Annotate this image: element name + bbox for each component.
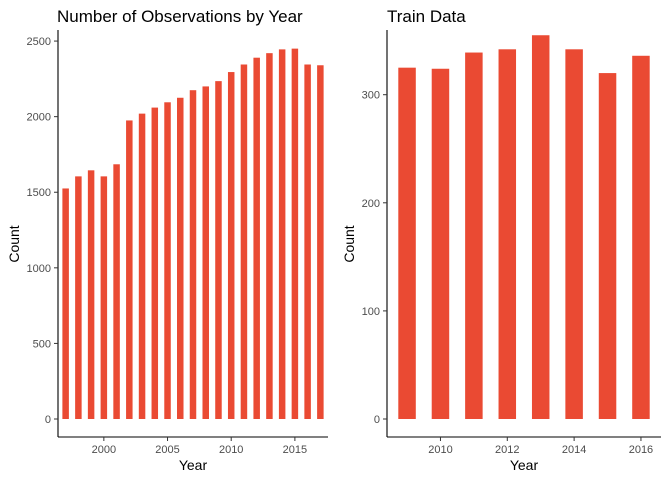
y-tick-label: 0 <box>374 414 380 426</box>
y-axis-label: Count <box>6 225 22 262</box>
bar-2009 <box>398 67 416 420</box>
y-tick-label: 0 <box>45 414 51 426</box>
bar-2015 <box>291 48 299 419</box>
bar-2000 <box>100 176 108 419</box>
x-tick-label: 2014 <box>562 444 586 456</box>
y-tick-label: 100 <box>362 306 380 318</box>
bar-2011 <box>240 64 248 419</box>
bar-2003 <box>138 113 146 419</box>
x-tick-label: 2000 <box>92 444 116 456</box>
bar-2014 <box>278 49 286 419</box>
bar-2017 <box>317 65 324 419</box>
chart-panel-train-data: Train Data Year Count 0 100 200 300 2010 2012… <box>341 7 661 473</box>
chart-panel-observations-by-year: Number of Observations by Year Year Coun… <box>6 7 328 473</box>
chart-title: Train Data <box>387 7 466 26</box>
bar-2001 <box>113 164 120 419</box>
bar-1998 <box>75 176 82 419</box>
y-tick-label: 1000 <box>27 263 51 275</box>
bar-2011 <box>465 52 483 419</box>
bar-2012 <box>498 49 517 420</box>
y-tick-label: 2000 <box>27 112 51 124</box>
y-axis-label: Count <box>341 225 357 262</box>
bar-1997 <box>62 188 69 419</box>
bar-2013 <box>531 35 550 420</box>
bar-2005 <box>164 102 171 419</box>
bar-2010 <box>227 72 235 419</box>
y-tick-label: 1500 <box>27 187 51 199</box>
bar-2016 <box>304 64 311 419</box>
x-tick-label: 2005 <box>155 444 179 456</box>
bar-2002 <box>126 120 133 419</box>
x-axis-label: Year <box>510 457 539 473</box>
bar-2010 <box>431 68 450 419</box>
x-tick-label: 2010 <box>219 444 243 456</box>
bar-2006 <box>177 97 184 419</box>
bar-2008 <box>202 86 209 420</box>
bar-2012 <box>253 57 260 419</box>
x-tick-label: 2015 <box>283 444 307 456</box>
bar-1999 <box>87 170 95 419</box>
y-tick-label: 2500 <box>27 36 51 48</box>
bar-2014 <box>565 49 583 420</box>
y-tick-label: 200 <box>362 198 380 210</box>
y-tick-label: 500 <box>33 338 51 350</box>
x-tick-label: 2016 <box>629 444 653 456</box>
bar-2007 <box>189 90 197 419</box>
bar-2015 <box>598 73 617 419</box>
bar-2009 <box>215 81 222 419</box>
y-tick-label: 300 <box>362 90 380 102</box>
x-tick-label: 2012 <box>495 444 519 456</box>
bar-2004 <box>151 107 159 419</box>
bar-2016 <box>632 55 650 419</box>
chart-title: Number of Observations by Year <box>57 7 303 26</box>
x-axis-label: Year <box>179 457 208 473</box>
bar-2013 <box>266 53 273 419</box>
x-tick-label: 2010 <box>428 444 452 456</box>
